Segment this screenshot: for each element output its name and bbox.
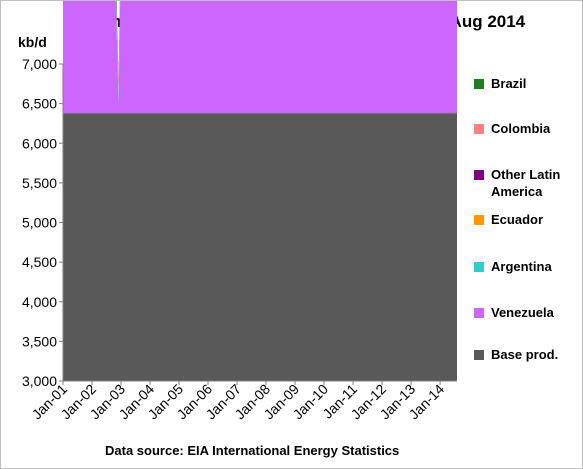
y-tick-label: 6,500 xyxy=(22,96,57,112)
x-tick-labels: Jan-01Jan-02Jan-03Jan-04Jan-05Jan-06Jan-… xyxy=(29,381,448,423)
legend: Brazil Colombia Other Latin America Ecuador A… xyxy=(474,76,560,362)
legend-item-colombia: Colombia xyxy=(474,121,551,136)
legend-swatch xyxy=(474,170,484,180)
y-tick-label: 4,000 xyxy=(22,294,57,310)
source-note: Data source: EIA International Energy St… xyxy=(105,443,399,458)
legend-label: Venezuela xyxy=(491,305,555,320)
legend-item-other-latin-america: Other Latin America xyxy=(474,167,560,199)
y-tick-labels: 3,000 3,500 4,000 4,500 5,000 5,500 6,000 6,500… xyxy=(22,56,63,389)
area-series xyxy=(63,1,457,381)
legend-label: Ecuador xyxy=(491,212,543,227)
legend-swatch xyxy=(474,350,484,360)
legend-item-venezuela: Venezuela xyxy=(474,305,555,320)
y-axis-unit: kb/d xyxy=(18,34,47,50)
series-other-latin-america-area xyxy=(116,1,120,87)
legend-swatch xyxy=(474,262,484,272)
legend-item-brazil: Brazil xyxy=(474,76,526,91)
series-base-prod-area xyxy=(63,113,457,381)
series-brazil-area xyxy=(116,1,120,82)
legend-label: Brazil xyxy=(491,76,526,91)
legend-label: Argentina xyxy=(491,259,552,274)
legend-item-ecuador: Ecuador xyxy=(474,212,543,227)
legend-swatch xyxy=(474,215,484,225)
y-tick-label: 5,500 xyxy=(22,175,57,191)
y-tick-label: 5,000 xyxy=(22,215,57,231)
legend-swatch xyxy=(474,308,484,318)
legend-swatch xyxy=(474,124,484,134)
y-tick-label: 3,000 xyxy=(22,373,57,389)
series-ecuador-area xyxy=(116,1,120,92)
y-tick-label: 6,000 xyxy=(22,135,57,151)
legend-swatch xyxy=(474,79,484,89)
legend-label: Base prod. xyxy=(491,347,558,362)
legend-item-argentina: Argentina xyxy=(474,259,552,274)
y-tick-label: 7,000 xyxy=(22,56,57,72)
y-tick-label: 3,500 xyxy=(22,333,57,349)
series-argentina-area xyxy=(115,1,121,104)
legend-label: Colombia xyxy=(491,121,551,136)
y-tick-label: 4,500 xyxy=(22,254,57,270)
series-venezuela-area xyxy=(63,1,457,114)
legend-item-base-prod: Base prod. xyxy=(474,347,558,362)
legend-label: Other Latin America xyxy=(491,167,560,199)
